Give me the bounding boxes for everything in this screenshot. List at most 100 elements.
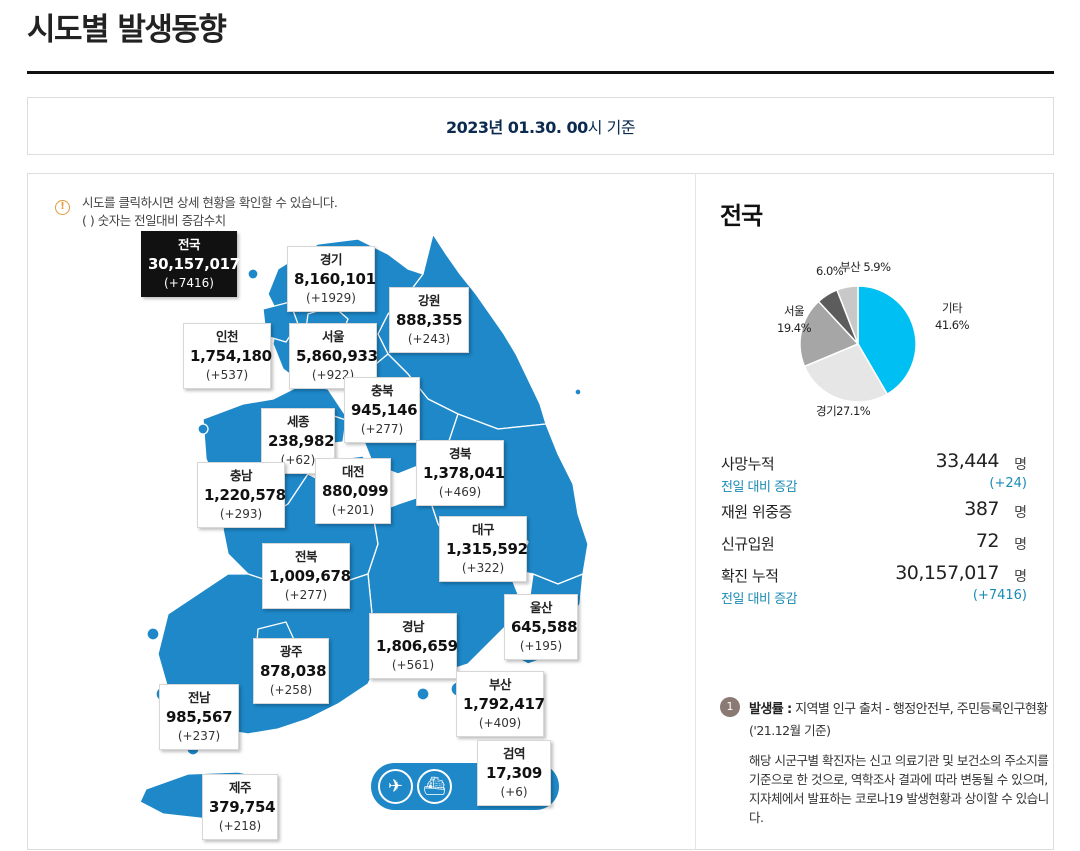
region-delta: (+537)	[205, 368, 249, 382]
date-value: 2023년 01.30. 00	[445, 118, 588, 137]
region-card-quarantine[interactable]: 검역 17,309 (+6)	[477, 740, 551, 806]
region-total: 8,160,101	[294, 270, 376, 288]
region-delta: (+409)	[478, 716, 522, 730]
panel-divider	[695, 174, 696, 849]
pie-label-gyeonggi: 경기27.1%	[816, 403, 871, 420]
region-delta: (+293)	[219, 507, 263, 521]
stat-label: 신규입원	[721, 535, 775, 553]
pie-label-busan: 부산 5.9%	[840, 259, 891, 276]
ship-icon[interactable]: ⛴	[417, 769, 452, 804]
region-delta: (+7416)	[164, 276, 214, 290]
side-title: 전국	[720, 202, 763, 230]
region-name: 대전	[341, 464, 365, 479]
region-delta: (+218)	[218, 819, 262, 833]
region-delta: (+201)	[331, 503, 375, 517]
region-name: 서울	[321, 329, 345, 344]
region-name: 경남	[401, 619, 425, 634]
region-name: 전국	[177, 237, 201, 252]
sub-value: (+24)	[989, 476, 1027, 491]
stat-admissions: 신규입원 72 명	[721, 530, 1027, 560]
date-banner: 2023년 01.30. 00 시 기준	[27, 97, 1054, 155]
region-total: 238,982	[268, 432, 335, 450]
region-name: 광주	[279, 644, 303, 659]
region-total: 985,567	[166, 708, 233, 726]
pie-label-pct: 6.0%	[816, 264, 844, 278]
region-total: 379,754	[209, 798, 276, 816]
pie-label-etc: 기타 41.6%	[935, 300, 970, 334]
region-card-chungbuk[interactable]: 충북 945,146 (+277)	[344, 377, 420, 443]
region-card-daejeon[interactable]: 대전 880,099 (+201)	[315, 458, 391, 524]
region-name: 검역	[502, 746, 526, 761]
region-card-gwangju[interactable]: 광주 878,038 (+258)	[253, 638, 329, 704]
region-card-gyeonggi[interactable]: 경기 8,160,101 (+1929)	[287, 246, 376, 312]
pie-label-pct: 5.9%	[863, 260, 891, 274]
region-card-gyeongbuk[interactable]: 경북 1,378,041 (+469)	[416, 440, 505, 506]
pie-label-other: 6.0%	[816, 263, 844, 280]
pie-slice-4	[836, 285, 859, 345]
pie-slice-0	[857, 285, 917, 396]
region-card-gyeongnam[interactable]: 경남 1,806,659 (+561)	[369, 613, 458, 679]
pie-label-name: 경기	[816, 404, 837, 418]
region-name: 경기	[319, 252, 343, 267]
stat-value: 30,157,017	[895, 562, 999, 584]
airplane-icon[interactable]: ✈	[378, 769, 413, 804]
region-total: 880,099	[322, 482, 389, 500]
info-line-2: ( ) 숫자는 전일대비 증감수치	[82, 213, 226, 228]
pie-label-name: 서울	[783, 304, 805, 318]
region-card-ulsan[interactable]: 울산 645,588 (+195)	[504, 594, 578, 660]
region-card-national[interactable]: 전국 30,157,017 (+7416)	[141, 231, 240, 297]
region-name: 부산	[488, 677, 512, 692]
region-name: 전북	[294, 549, 318, 564]
region-card-gangwon[interactable]: 강원 888,355 (+243)	[389, 287, 469, 353]
region-total: 888,355	[396, 311, 463, 329]
sub-value: (+7416)	[972, 588, 1027, 603]
region-total: 645,588	[511, 618, 578, 636]
region-card-jeonbuk[interactable]: 전북 1,009,678 (+277)	[262, 543, 351, 609]
stat-cases: 확진 누적 30,157,017 명	[721, 562, 1027, 592]
region-name: 충남	[229, 468, 253, 483]
region-total: 1,792,417	[463, 695, 545, 713]
pie-label-name: 부산	[840, 260, 861, 274]
region-delta: (+1929)	[306, 291, 356, 305]
stat-unit: 명	[1014, 537, 1027, 553]
region-delta: (+62)	[280, 453, 316, 467]
pie-slice-2	[799, 300, 860, 368]
region-card-jeju[interactable]: 제주 379,754 (+218)	[202, 774, 278, 840]
sub-label: 전일 대비 증감	[721, 480, 798, 495]
region-total: 17,309	[485, 764, 543, 782]
note-date: ('21.12월 기준)	[749, 723, 831, 738]
region-name: 제주	[228, 780, 252, 795]
region-total: 1,315,592	[446, 540, 528, 558]
note-number-badge: 1	[720, 697, 740, 717]
stat-deaths-change: 전일 대비 증감 (+24)	[721, 476, 1027, 496]
pie-label-seoul: 서울 19.4%	[777, 303, 812, 337]
region-total: 1,009,678	[269, 567, 351, 585]
title-divider	[27, 71, 1054, 74]
sub-label: 전일 대비 증감	[721, 592, 798, 607]
region-total: 1,378,041	[423, 464, 505, 482]
region-total: 1,754,180	[190, 347, 272, 365]
pie-label-name: 기타	[941, 301, 963, 315]
dashboard-panel: ! 시도를 클릭하시면 상세 현황을 확인할 수 있습니다. ( ) 숫자는 전…	[27, 173, 1054, 850]
region-card-busan[interactable]: 부산 1,792,417 (+409)	[456, 671, 545, 737]
note-source: 지역별 인구 출처 - 행정안전부, 주민등록인구현황	[791, 702, 1048, 717]
region-card-incheon[interactable]: 인천 1,754,180 (+537)	[183, 323, 272, 389]
region-total: 1,220,578	[204, 486, 286, 504]
stat-label: 재원 위중증	[721, 503, 792, 521]
stat-severe: 재원 위중증 387 명	[721, 498, 1027, 528]
region-card-jeonnam[interactable]: 전남 985,567 (+237)	[159, 684, 239, 750]
region-total: 5,860,933	[296, 347, 378, 365]
region-delta: (+6)	[500, 785, 528, 799]
stat-label: 확진 누적	[721, 567, 779, 585]
region-total: 945,146	[351, 401, 418, 419]
stat-label: 사망누적	[721, 455, 775, 473]
note-title-line: 발생률 : 지역별 인구 출처 - 행정안전부, 주민등록인구현황	[749, 698, 1048, 717]
region-card-chungnam[interactable]: 충남 1,220,578 (+293)	[197, 462, 286, 528]
pie-label-pct: 41.6%	[935, 318, 970, 332]
stat-deaths: 사망누적 33,444 명	[721, 450, 1027, 480]
region-name: 충북	[370, 383, 394, 398]
region-total: 30,157,017	[148, 255, 240, 273]
region-total: 1,806,659	[376, 637, 458, 655]
region-card-daegu[interactable]: 대구 1,315,592 (+322)	[439, 516, 528, 582]
region-total: 878,038	[260, 662, 327, 680]
